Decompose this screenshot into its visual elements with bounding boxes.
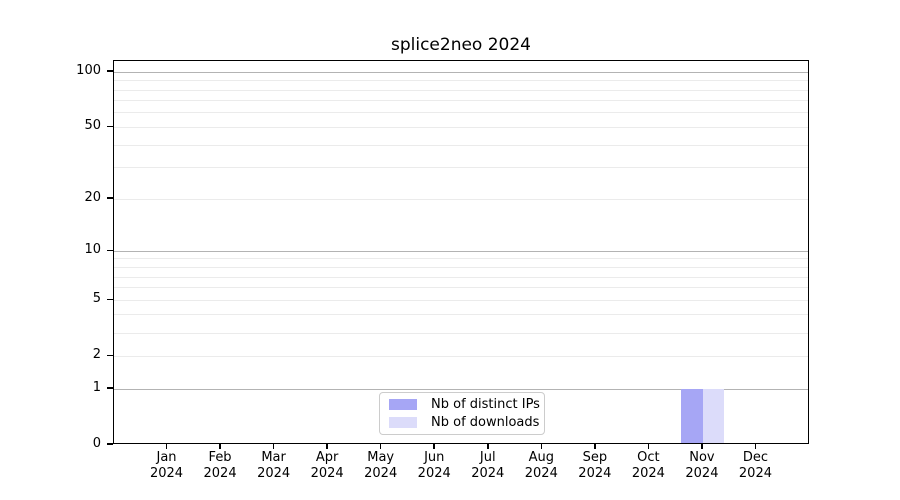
x-tick-year: 2024 — [364, 465, 398, 481]
x-tick-label-sep: Sep 2024 — [564, 450, 626, 481]
x-tick-label-oct: Oct 2024 — [617, 450, 679, 481]
y-tick-mark-1 — [107, 387, 113, 389]
gridline-minor-50 — [114, 126, 808, 128]
y-tick-label-50: 50 — [84, 118, 101, 134]
x-tick-label-jun: Jun 2024 — [403, 450, 465, 481]
gridline-minor-2 — [114, 355, 808, 357]
x-tick-label-dec: Dec 2024 — [724, 450, 786, 481]
y-tick-label-0: 0 — [92, 436, 101, 451]
plot-area: Nb of distinct IPs Nb of downloads — [113, 60, 809, 444]
y-tick-label-1: 1 — [92, 380, 101, 395]
x-tick-month: Apr — [315, 450, 339, 465]
x-tick-month: Aug — [528, 450, 554, 465]
legend-swatch-1 — [389, 416, 417, 428]
x-tick-month: Jan — [156, 450, 177, 465]
x-tick-month: Dec — [742, 450, 769, 465]
x-tick-mark-jun — [433, 442, 435, 449]
x-tick-month: Feb — [208, 450, 232, 465]
x-tick-month: Oct — [637, 450, 660, 465]
x-tick-mark-may — [379, 442, 382, 449]
x-tick-mark-sep — [594, 442, 596, 449]
y-tick-mark-5 — [107, 298, 113, 300]
gridline-minor-20 — [114, 198, 808, 200]
legend: Nb of distinct IPs Nb of downloads — [379, 392, 545, 435]
y-axis-tick-labels: 0 1 2 5 10 20 50 100 — [0, 60, 101, 451]
y-tick-label-5: 5 — [92, 291, 101, 307]
x-tick-year: 2024 — [417, 465, 451, 481]
gridline-minor-40 — [114, 144, 808, 146]
x-axis-tick-labels: Jan 2024 Feb 2024 Mar 2024 Apr 2024 May 2024 Jun 20… — [113, 450, 809, 490]
y-tick-mark-100 — [107, 70, 113, 72]
x-tick-year: 2024 — [631, 465, 665, 481]
gridline-minor-60 — [114, 112, 808, 114]
legend-label-0: Nb of distinct IPs — [431, 397, 540, 413]
x-tick-year: 2024 — [203, 465, 237, 481]
gridline-minor-6 — [114, 287, 808, 289]
x-tick-label-aug: Aug 2024 — [510, 450, 572, 481]
bar-nb-of-distinct-ips-nov — [681, 389, 703, 444]
x-tick-month: Nov — [689, 450, 715, 465]
legend-label-1: Nb of downloads — [431, 414, 540, 430]
gridline-minor-7 — [114, 276, 808, 278]
legend-item-1: Nb of downloads — [387, 414, 540, 430]
x-tick-mark-apr — [326, 442, 328, 449]
y-tick-mark-10 — [107, 249, 113, 252]
x-tick-mark-aug — [540, 442, 543, 449]
gridline-minor-4 — [114, 314, 808, 316]
bar-nb-of-downloads-nov — [702, 389, 725, 444]
y-tick-mark-50 — [107, 125, 113, 128]
x-tick-month: Sep — [582, 450, 608, 465]
x-tick-mark-oct — [647, 442, 650, 449]
x-tick-month: May — [367, 450, 395, 465]
gridline-major-1 — [114, 388, 808, 390]
y-tick-label-100: 100 — [76, 63, 101, 79]
x-tick-year: 2024 — [310, 465, 344, 481]
x-tick-year: 2024 — [685, 465, 719, 481]
x-tick-label-feb: Feb 2024 — [189, 450, 251, 481]
y-tick-mark-0 — [107, 443, 113, 445]
legend-item-0: Nb of distinct IPs — [387, 397, 540, 413]
y-tick-mark-2 — [107, 354, 113, 356]
gridline-minor-30 — [114, 167, 808, 169]
x-tick-mark-dec — [754, 442, 757, 449]
x-tick-label-may: May 2024 — [350, 450, 412, 481]
x-tick-label-jan: Jan 2024 — [136, 450, 198, 481]
y-tick-label-2: 2 — [92, 347, 101, 363]
legend-swatch-0 — [389, 399, 417, 411]
gridline-major-10 — [114, 250, 808, 252]
gridline-minor-80 — [114, 89, 808, 91]
x-tick-year: 2024 — [524, 465, 558, 481]
bars-layer — [114, 61, 808, 444]
x-tick-label-jul: Jul 2024 — [457, 450, 519, 481]
gridlines-layer — [114, 61, 808, 443]
gridline-minor-8 — [114, 267, 808, 268]
y-tick-label-20: 20 — [84, 190, 101, 206]
x-tick-mark-jul — [487, 442, 489, 449]
chart-title: splice2neo 2024 — [390, 35, 532, 55]
x-tick-year: 2024 — [257, 465, 291, 481]
x-tick-month: Mar — [261, 450, 286, 465]
x-tick-label-apr: Apr 2024 — [296, 450, 358, 481]
x-tick-year: 2024 — [738, 465, 772, 481]
x-tick-month: Jul — [479, 450, 496, 465]
x-tick-label-mar: Mar 2024 — [243, 450, 305, 481]
y-tick-mark-20 — [107, 197, 113, 199]
gridline-minor-3 — [114, 332, 808, 334]
x-tick-year: 2024 — [149, 465, 184, 481]
x-tick-mark-nov — [701, 442, 703, 449]
x-tick-year: 2024 — [471, 465, 505, 481]
x-tick-month: Jun — [424, 450, 445, 465]
gridline-minor-9 — [114, 258, 808, 260]
x-tick-mark-jan — [165, 442, 168, 449]
y-tick-label-10: 10 — [84, 242, 101, 258]
x-tick-mark-mar — [272, 442, 275, 449]
x-tick-label-nov: Nov 2024 — [671, 450, 733, 481]
x-tick-year: 2024 — [578, 465, 612, 481]
gridline-major-100 — [114, 71, 808, 73]
gridline-minor-5 — [114, 299, 808, 301]
gridline-minor-90 — [114, 80, 808, 82]
gridline-minor-70 — [114, 100, 808, 102]
x-tick-mark-feb — [219, 442, 221, 449]
